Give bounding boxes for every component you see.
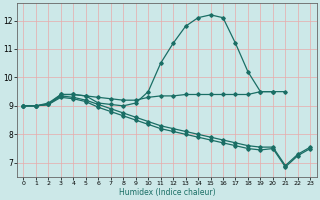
- X-axis label: Humidex (Indice chaleur): Humidex (Indice chaleur): [119, 188, 215, 197]
